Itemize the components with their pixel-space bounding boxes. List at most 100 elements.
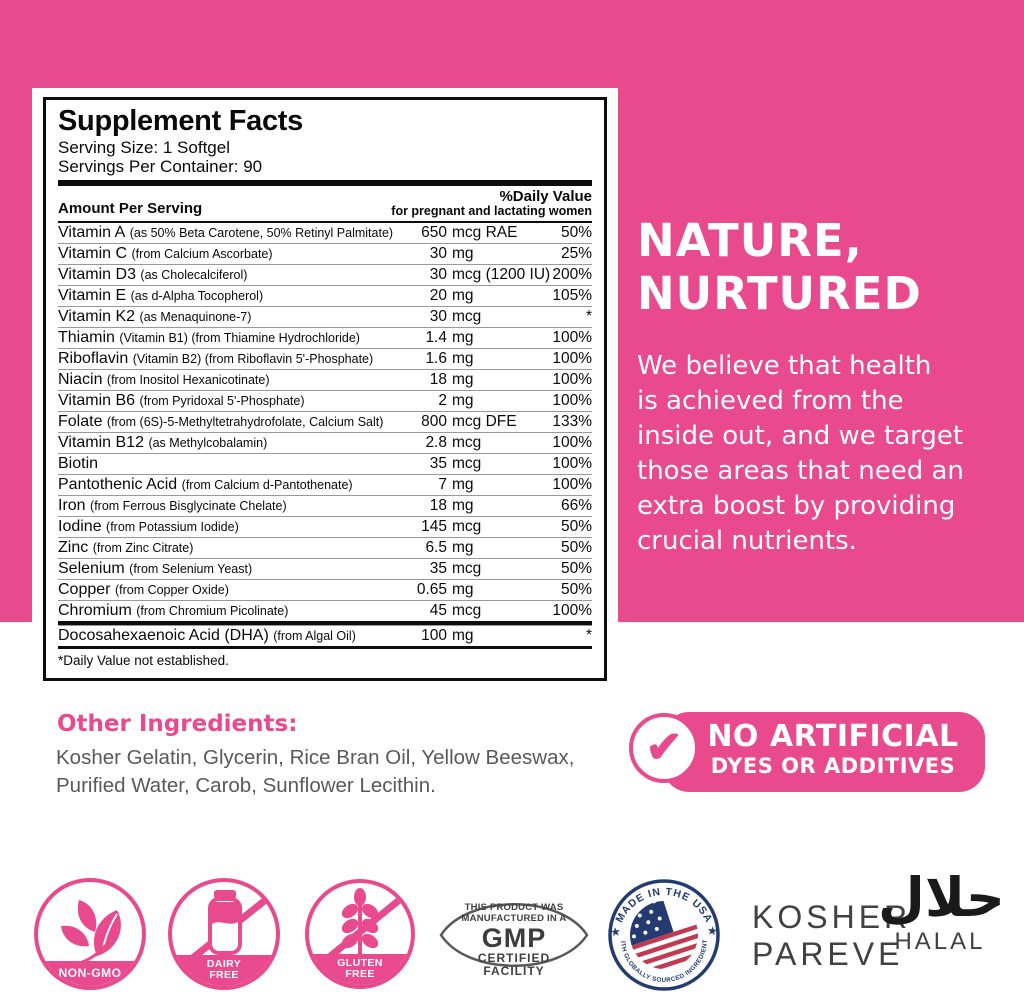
nutrient-detail: (from Pyridoxal 5'-Phosphate) [139,393,305,408]
serving-size: Serving Size: 1 Softgel [58,138,230,157]
facts-row: Copper (from Copper Oxide) 0.65 mg 50% [58,578,592,600]
facts-row: Chromium (from Chromium Picolinate) 45 mc… [58,599,592,621]
facts-row: Thiamin (Vitamin B1) (from Thiamine Hydr… [58,326,592,348]
nutrient-detail: (as Menaquinone-7) [139,309,252,324]
nutrient-detail: (from Calcium Ascorbate) [131,246,273,261]
gluten-free-label: GLUTEN FREE [309,954,411,985]
nutrient-name: Docosahexaenoic Acid (DHA) [58,626,269,644]
nutrient-detail: (as Methylcobalamin) [148,435,268,450]
nutrient-detail: (from Chromium Picolinate) [136,603,289,618]
hero-body-line: crucial nutrients. [637,526,857,556]
usa-flag-seal-icon: ★ MADE IN THE USA ★ WITH GLOBALLY SOURCE… [604,873,720,991]
dairy-free-seal: DAIRY FREE [168,878,280,990]
facts-row: Niacin (from Inositol Hexanicotinate) 18… [58,368,592,390]
gmp-lens-outline [439,903,589,967]
nutrient-daily-value: 100% [552,349,592,367]
nutrient-name: Pantothenic Acid [58,475,178,493]
nutrient-daily-value: * [585,307,592,325]
nutrient-detail: (from Copper Oxide) [114,582,229,597]
nutrient-daily-value: 66% [560,496,592,514]
nutrient-name: Folate [58,412,103,430]
facts-row: Vitamin A (as 50% Beta Carotene, 50% Ret… [58,223,592,243]
nutrient-detail: (as d-Alpha Tocopherol) [130,288,264,303]
nutrient-daily-value: 50% [560,538,592,556]
facts-row: Iron (from Ferrous Bisglycinate Chelate)… [58,494,592,516]
nutrient-amount: 30 mg [429,244,474,262]
nutrient-daily-value: 25% [560,244,592,262]
badge-line1: NO ARTIFICIAL [707,719,959,754]
leaves-icon [61,900,121,968]
nutrient-amount: 1.6 mg [425,349,474,367]
daily-value-subtitle: for pregnant and lactating women [391,203,592,218]
nutrient-amount: 20 mg [429,286,474,304]
nutrient-name: Biotin [58,454,99,472]
non-gmo-seal: NON-GMO [34,878,146,990]
supplement-facts-box: Supplement Facts Serving Size: 1 Softgel… [43,97,607,681]
dairy-free-label: DAIRY FREE [172,955,276,986]
nutrient-amount: 650 mcg RAE [421,223,518,241]
checkmark-icon: ✔ [645,723,683,772]
hero-body-line: We believe that health [637,351,932,381]
nutrient-name: Iodine [58,517,102,535]
nutrient-amount: 100 mg [421,626,474,644]
nutrient-name: Thiamin [58,328,115,346]
nutrient-daily-value: * [585,626,592,644]
nutrient-daily-value: 100% [552,601,592,619]
hero-heading-line1: NATURE, [637,214,863,267]
nutrient-detail: (from Algal Oil) [273,628,356,643]
badge-line2: DYES OR ADDITIVES [710,754,956,778]
nutrient-amount: 18 mg [429,496,474,514]
nutrient-detail: (from Inositol Hexanicotinate) [106,372,270,387]
daily-value-label: %Daily Value [499,188,592,205]
nutrient-detail: (from Ferrous Bisglycinate Chelate) [90,498,287,513]
other-ingredients-body: Kosher Gelatin, Glycerin, Rice Bran Oil,… [56,744,574,800]
nutrient-amount: 2.8 mcg [425,433,482,451]
nutrient-daily-value: 100% [552,391,592,409]
facts-title: Supplement Facts [58,105,303,137]
facts-row: Vitamin K2 (as Menaquinone-7) 30 mcg * [58,305,592,327]
facts-dha-row: Docosahexaenoic Acid (DHA) (from Algal O… [58,624,592,646]
hero-body-line: is achieved from the [637,386,904,416]
nutrient-name: Niacin [58,370,103,388]
nutrient-detail: (Vitamin B2) (from Riboflavin 5'-Phospha… [132,351,374,366]
divider-thick [58,180,592,186]
nutrient-amount: 2 mg [438,391,474,409]
gluten-free-seal: GLUTEN FREE [305,879,415,989]
nutrient-amount: 0.65 mg [416,580,474,598]
nutrient-amount: 800 mcg DFE [421,412,517,430]
halal-arabic-icon: حلال [878,866,1005,929]
facts-row: Biotin 35 mcg 100% [58,452,592,474]
nutrient-name: Vitamin B12 [58,433,144,451]
facts-rows: Vitamin A (as 50% Beta Carotene, 50% Ret… [58,223,592,621]
nutrient-amount: 30 mcg [429,307,482,325]
other-ingredients-line: Kosher Gelatin, Glycerin, Rice Bran Oil,… [56,746,575,769]
nutrient-name: Selenium [58,559,125,577]
nutrient-amount: 35 mcg [429,454,482,472]
badge-check-circle: ✔ [629,713,699,783]
divider-after-dha [58,645,592,649]
nutrient-amount: 6.5 mg [425,538,474,556]
nutrient-name: Iron [58,496,86,514]
gmp-text: THIS PRODUCT WAS MANUFACTURED IN A GMP C… [461,902,567,978]
no-artificial-badge: NO ARTIFICIAL DYES OR ADDITIVES [663,712,985,792]
nutrient-detail: (from Zinc Citrate) [92,540,194,555]
nutrient-amount: 18 mg [429,370,474,388]
nutrient-name: Copper [58,580,111,598]
nutrient-detail: (as 50% Beta Carotene, 50% Retinyl Palmi… [129,225,394,240]
facts-header-row: Amount Per Serving %Daily Value for preg… [58,189,592,223]
facts-row: Selenium (from Selenium Yeast) 35 mcg 50% [58,557,592,579]
nutrient-name: Vitamin E [58,286,127,304]
amount-per-serving-label: Amount Per Serving [58,199,203,217]
facts-row: Riboflavin (Vitamin B2) (from Riboflavin… [58,347,592,369]
halal-latin-label: HALAL [894,928,986,955]
nutrient-detail: (from Potassium Iodide) [106,519,239,534]
daily-value-header: %Daily Value for pregnant and lactating … [391,189,592,218]
halal-label: حلال HALAL [878,866,1005,956]
nutrient-daily-value: 50% [560,580,592,598]
nutrient-amount: 35 mcg [429,559,482,577]
facts-row: Vitamin D3 (as Cholecalciferol) 30 mcg (1… [58,263,592,285]
nutrient-amount: 45 mcg [429,601,482,619]
facts-row: Vitamin B12 (as Methylcobalamin) 2.8 mcg … [58,431,592,453]
nutrient-daily-value: 50% [560,517,592,535]
nutrient-amount: 1.4 mg [425,328,474,346]
